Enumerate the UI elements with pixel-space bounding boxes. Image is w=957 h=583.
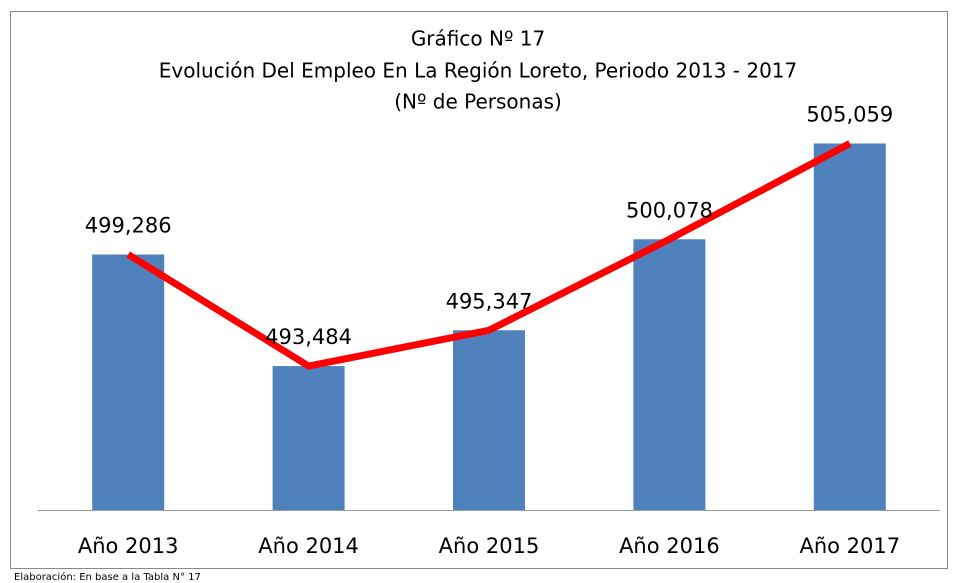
x-tick-label: Año 2015 — [439, 534, 540, 558]
data-label: 495,347 — [446, 289, 533, 313]
x-tick-label: Año 2016 — [619, 534, 720, 558]
source-note: Elaboración: En base a la Tabla N° 17 — [14, 571, 201, 583]
x-tick-label: Año 2013 — [78, 534, 179, 558]
bar — [813, 143, 886, 511]
trend-line — [126, 140, 852, 370]
data-label: 493,484 — [265, 325, 352, 349]
bar — [92, 254, 165, 510]
data-label: 505,059 — [806, 102, 893, 126]
data-label: 499,286 — [85, 214, 172, 238]
chart-subtitle: Evolución Del Empleo En La Región Loreto… — [159, 59, 798, 83]
unit-note: (Nº de Personas) — [394, 90, 562, 114]
chart-title: Gráfico Nº 17 — [411, 27, 545, 51]
data-label: 500,078 — [626, 198, 713, 222]
bar — [453, 330, 525, 510]
bar — [633, 239, 706, 510]
bar — [272, 366, 345, 510]
x-tick-label: Año 2014 — [258, 534, 359, 558]
x-tick-label: Año 2017 — [799, 534, 900, 558]
